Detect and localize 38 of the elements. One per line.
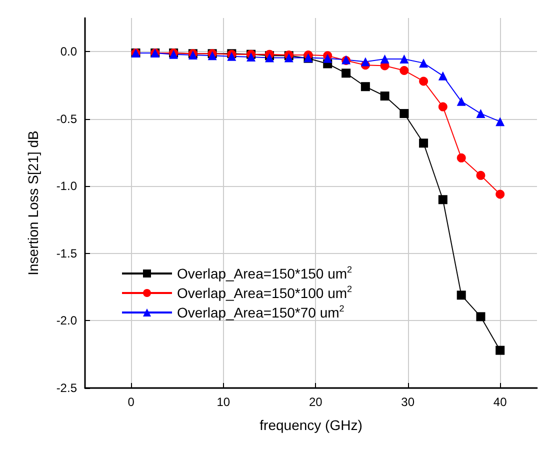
y-tick-label: -2.5	[56, 381, 78, 395]
point	[400, 66, 409, 75]
point	[456, 96, 466, 106]
x-tick-label: 0	[128, 395, 135, 409]
point	[419, 138, 428, 148]
y-tick-label: -0.5	[56, 112, 78, 126]
point	[438, 102, 448, 112]
y-tick-label: -2.0	[56, 314, 78, 328]
point	[476, 170, 486, 180]
y-axis-title: Insertion Loss S[21] dB	[25, 130, 41, 276]
point	[380, 54, 390, 64]
point	[246, 52, 256, 62]
x-axis-title: frequency (GHz)	[260, 417, 362, 433]
point	[360, 82, 370, 92]
point	[419, 58, 428, 68]
point	[476, 109, 486, 118]
x-tick-label: 10	[216, 395, 230, 409]
point	[476, 312, 486, 322]
point	[456, 290, 466, 300]
x-tick-label: 30	[401, 395, 415, 409]
point	[419, 76, 428, 86]
x-tick-label: 20	[308, 395, 323, 409]
y-tick-label: 0.0	[60, 44, 78, 59]
point	[400, 109, 409, 118]
point	[400, 54, 409, 64]
point	[496, 190, 505, 199]
point	[456, 153, 466, 162]
point	[380, 92, 390, 101]
point	[342, 68, 351, 78]
y-tick-label: -1.0	[56, 179, 78, 194]
point	[496, 117, 505, 126]
point	[438, 71, 448, 80]
y-tick-label: -1.5	[56, 246, 78, 260]
point	[323, 54, 332, 63]
x-tick-label: 40	[493, 395, 508, 409]
point	[438, 195, 448, 204]
point	[496, 346, 505, 355]
point	[360, 57, 370, 66]
